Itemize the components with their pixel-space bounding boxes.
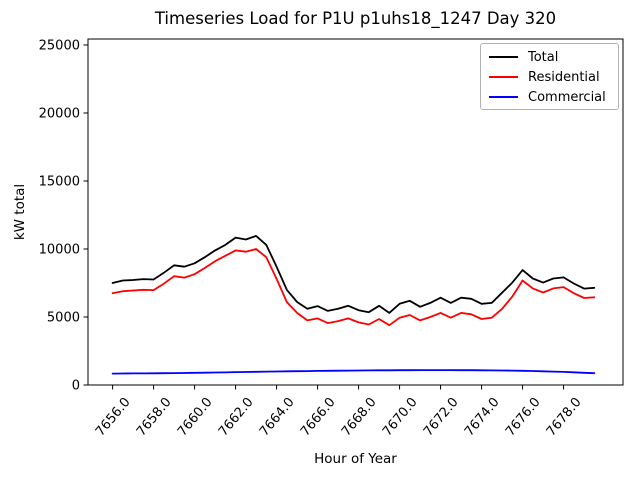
x-tick-label: 7656.0 (93, 395, 134, 439)
y-tick-label: 5000 (47, 310, 80, 325)
y-tick-label: 20000 (39, 106, 80, 121)
x-tick-label: 7658.0 (134, 395, 175, 439)
y-tick-label: 15000 (39, 174, 80, 189)
x-tick-label: 7662.0 (216, 395, 257, 439)
x-tick-label: 7674.0 (462, 395, 503, 439)
y-tick-label: 10000 (39, 242, 80, 257)
x-tick-label: 7668.0 (339, 395, 380, 439)
legend-swatch-1 (489, 76, 518, 78)
legend-entry-commercial: Commercial (481, 87, 618, 107)
series-line-total (111, 234, 596, 314)
x-tick-label: 7660.0 (175, 395, 216, 439)
legend-label-commercial: Commercial (528, 89, 606, 105)
y-tick-label: 0 (72, 379, 80, 394)
x-axis-label: Hour of Year (314, 451, 397, 467)
legend-label-total: Total (528, 49, 559, 65)
plot-frame (87, 38, 624, 386)
legend-swatch-2 (489, 96, 518, 98)
legend: Total Residential Commercial (480, 43, 619, 110)
legend-entry-residential: Residential (481, 67, 618, 87)
x-tick-label: 7678.0 (544, 395, 585, 439)
series-line-residential (111, 248, 596, 327)
legend-label-residential: Residential (528, 69, 600, 85)
legend-swatch-0 (489, 56, 518, 58)
x-tick-label: 7670.0 (380, 395, 421, 439)
legend-entry-total: Total (481, 47, 618, 67)
x-tick-label: 7664.0 (257, 395, 298, 439)
y-tick-label: 25000 (39, 38, 80, 53)
x-tick-label: 7666.0 (298, 395, 339, 439)
x-tick-label: 7676.0 (503, 395, 544, 439)
x-tick-label: 7672.0 (421, 395, 462, 439)
series-line-commercial (111, 369, 596, 375)
chart-title: Timeseries Load for P1U p1uhs18_1247 Day… (154, 9, 557, 28)
